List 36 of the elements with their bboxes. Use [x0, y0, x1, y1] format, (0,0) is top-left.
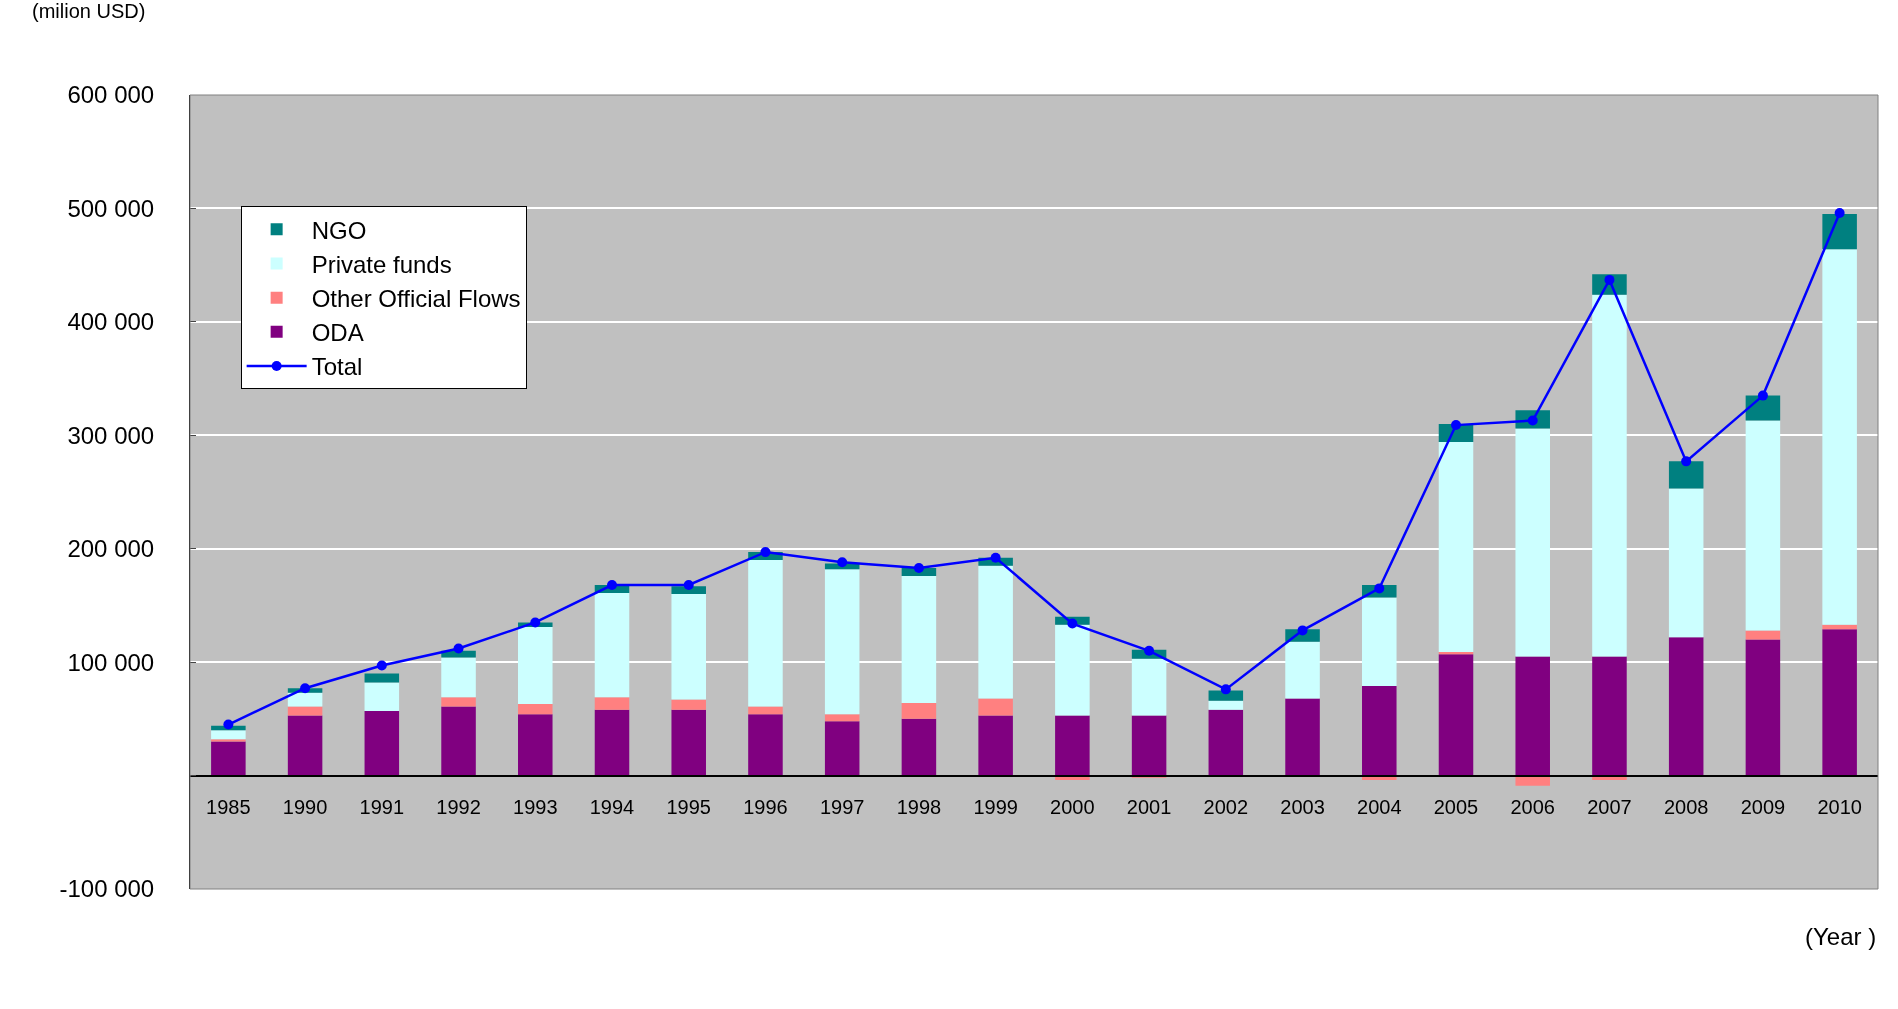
y-tick-label: -100 000: [59, 875, 155, 903]
legend-label: Private funds: [311, 250, 452, 278]
x-tick-label: 1985: [206, 796, 251, 819]
x-tick-label: 1999: [973, 796, 1018, 819]
x-tick-label: 1994: [589, 796, 635, 819]
y-tick-label: 200 000: [67, 535, 155, 563]
x-tick-label: 2009: [1740, 796, 1786, 819]
y-tick-label: 400 000: [67, 308, 155, 336]
x-tick-label: 1992: [436, 796, 481, 819]
legend-label: Total: [311, 353, 363, 381]
x-tick-label: 1990: [282, 796, 328, 819]
legend-label: Other Official Flows: [311, 285, 521, 313]
legend-label: ODA: [311, 319, 364, 347]
x-tick-label: 2010: [1817, 796, 1862, 819]
x-tick-label: 1993: [513, 796, 558, 819]
x-tick-label: 2005: [1433, 796, 1479, 819]
x-tick-label: 1995: [666, 796, 711, 819]
y-tick-label: 600 000: [67, 81, 155, 109]
x-tick-label: 2003: [1280, 796, 1325, 819]
x-tick-label: 1996: [743, 796, 788, 819]
x-axis-title: (Year ): [1805, 923, 1877, 950]
y-axis-title: (milion USD): [32, 0, 146, 22]
x-tick-label: 1997: [819, 796, 865, 819]
x-tick-label: 2002: [1203, 796, 1249, 819]
x-tick-label: 1991: [359, 796, 405, 819]
x-tick-label: 2008: [1663, 796, 1709, 819]
y-tick-label: 100 000: [67, 648, 155, 676]
x-tick-label: 2004: [1357, 796, 1402, 819]
x-tick-label: 2001: [1126, 796, 1172, 819]
legend-label: NGO: [311, 216, 367, 244]
x-tick-label: 2006: [1510, 796, 1555, 819]
x-tick-label: 2007: [1587, 796, 1632, 819]
y-tick-label: 300 000: [67, 421, 155, 449]
x-tick-label: 1998: [896, 796, 942, 819]
x-tick-label: 2000: [1050, 796, 1095, 819]
y-tick-label: 500 000: [67, 194, 155, 222]
